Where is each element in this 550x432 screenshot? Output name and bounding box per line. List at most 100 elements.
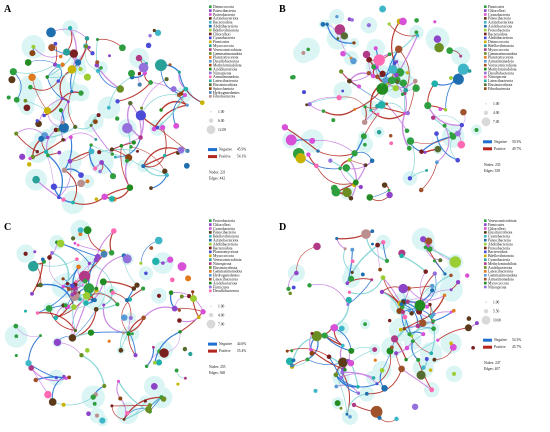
edge (157, 94, 186, 129)
degree-label: 4.00 (218, 313, 224, 317)
node (431, 80, 439, 88)
legend-label: Chloroflexi (213, 223, 231, 227)
node (432, 259, 437, 263)
edge (312, 140, 355, 154)
node (183, 376, 187, 380)
node (449, 288, 453, 292)
node (281, 124, 289, 131)
legend-label: Verrucomicrobiota (488, 64, 517, 68)
node (99, 417, 106, 424)
node (291, 285, 296, 290)
node (154, 59, 167, 72)
degree-label: 4.00 (493, 111, 499, 115)
node (133, 353, 138, 358)
node (149, 246, 154, 250)
edge (403, 93, 406, 114)
node (429, 351, 434, 356)
legend-swatch (484, 9, 487, 12)
node (183, 162, 190, 169)
nodes-count: Nodes: 231 (209, 171, 226, 175)
legend-label: Acidobacteriota (488, 266, 513, 270)
node (348, 275, 355, 282)
legend-phylum: Methylomirabilota (484, 262, 517, 266)
negative-label: Negative (494, 338, 507, 342)
node (370, 278, 374, 282)
node (436, 338, 440, 342)
legend-label: Latescibacterota (488, 79, 513, 83)
edge (54, 43, 58, 65)
node (326, 354, 332, 360)
node (74, 59, 82, 66)
node (400, 92, 405, 96)
legend-phylum: Cyanobacteria (209, 36, 235, 40)
legend-swatch (484, 246, 487, 250)
node (449, 341, 453, 346)
node (145, 405, 152, 413)
legend-swatch (484, 56, 487, 59)
node (394, 416, 399, 422)
node (452, 73, 464, 85)
edge (40, 283, 75, 308)
node (154, 236, 163, 245)
node (197, 315, 201, 320)
halo-layer (4, 219, 174, 427)
degree-label: 1.00 (218, 304, 224, 308)
node (148, 34, 152, 38)
node (394, 45, 403, 53)
legend-label: Firmicutes (213, 285, 230, 289)
legend-label: Cyanobacteria (488, 13, 510, 17)
node (50, 183, 58, 190)
node (356, 391, 361, 395)
node (43, 149, 49, 154)
node (423, 150, 427, 154)
node (90, 298, 94, 302)
legend-label: Bacteroidota (488, 250, 508, 254)
node (84, 36, 90, 41)
legend-phylum: Myxococcota (209, 254, 234, 258)
node (43, 107, 51, 115)
node (47, 255, 52, 260)
degree-legend-item: 1.00 (210, 304, 224, 308)
node (23, 98, 28, 103)
node (366, 70, 371, 76)
node (379, 368, 385, 373)
node (425, 237, 433, 245)
node (174, 368, 179, 373)
legend-phylum: Nitrospirota (209, 262, 232, 266)
node (143, 399, 147, 403)
node (162, 153, 167, 158)
legend-swatch (209, 227, 212, 230)
legend-label: Cyanobacteria (213, 36, 235, 40)
edge (340, 373, 378, 384)
node (339, 406, 343, 410)
node (170, 86, 177, 93)
edge (43, 98, 64, 117)
legend-label: Latescibacterota (213, 278, 238, 282)
node (334, 400, 341, 407)
legend-label: Firmicutes (488, 5, 505, 9)
legend-swatch (484, 5, 487, 8)
edge (160, 100, 188, 111)
edge (90, 331, 130, 334)
degree-label: 12.00 (218, 128, 226, 132)
node (68, 334, 77, 342)
legend-label: Nitrospirota (488, 75, 507, 79)
nodes-count: Nodes: 247 (484, 361, 501, 365)
node (351, 402, 357, 408)
node (131, 286, 137, 291)
edge (326, 24, 355, 44)
edge (388, 23, 418, 37)
legend-label: Armatimonadota (488, 60, 514, 64)
legend-phylum: Nitrospirota (484, 75, 507, 79)
legend-label: Chloroflexi (213, 32, 231, 36)
legend-swatch (209, 250, 212, 254)
edge (342, 372, 359, 394)
node (345, 296, 352, 303)
legend-swatch (484, 250, 487, 254)
legend-swatch (209, 238, 212, 242)
legend-phylum: Patescibacteria (209, 9, 236, 13)
degree-legend-item: 1.00 (485, 102, 499, 106)
node (347, 157, 352, 163)
node (449, 343, 457, 351)
node (430, 283, 435, 288)
